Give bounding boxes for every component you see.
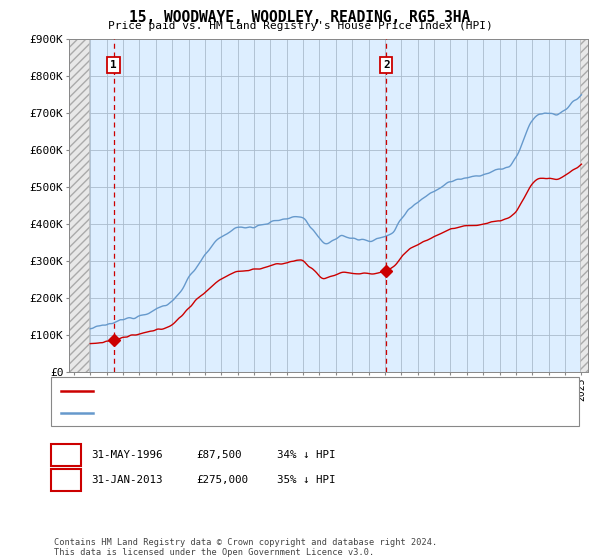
Text: 31-MAY-1996: 31-MAY-1996	[91, 450, 163, 460]
Text: Price paid vs. HM Land Registry's House Price Index (HPI): Price paid vs. HM Land Registry's House …	[107, 21, 493, 31]
Text: Contains HM Land Registry data © Crown copyright and database right 2024.
This d: Contains HM Land Registry data © Crown c…	[54, 538, 437, 557]
Text: 2: 2	[383, 60, 389, 70]
Text: 1: 1	[110, 60, 117, 70]
Text: 1: 1	[62, 448, 70, 461]
Text: 31-JAN-2013: 31-JAN-2013	[91, 475, 163, 485]
Text: 2: 2	[62, 473, 70, 487]
Text: 15, WOODWAYE, WOODLEY, READING, RG5 3HA: 15, WOODWAYE, WOODLEY, READING, RG5 3HA	[130, 10, 470, 25]
Text: HPI: Average price, detached house, Wokingham: HPI: Average price, detached house, Woki…	[97, 408, 367, 418]
Text: £87,500: £87,500	[196, 450, 242, 460]
Text: 15, WOODWAYE, WOODLEY, READING, RG5 3HA (detached house): 15, WOODWAYE, WOODLEY, READING, RG5 3HA …	[97, 386, 433, 396]
Text: 34% ↓ HPI: 34% ↓ HPI	[277, 450, 336, 460]
Text: 35% ↓ HPI: 35% ↓ HPI	[277, 475, 336, 485]
Text: £275,000: £275,000	[196, 475, 248, 485]
